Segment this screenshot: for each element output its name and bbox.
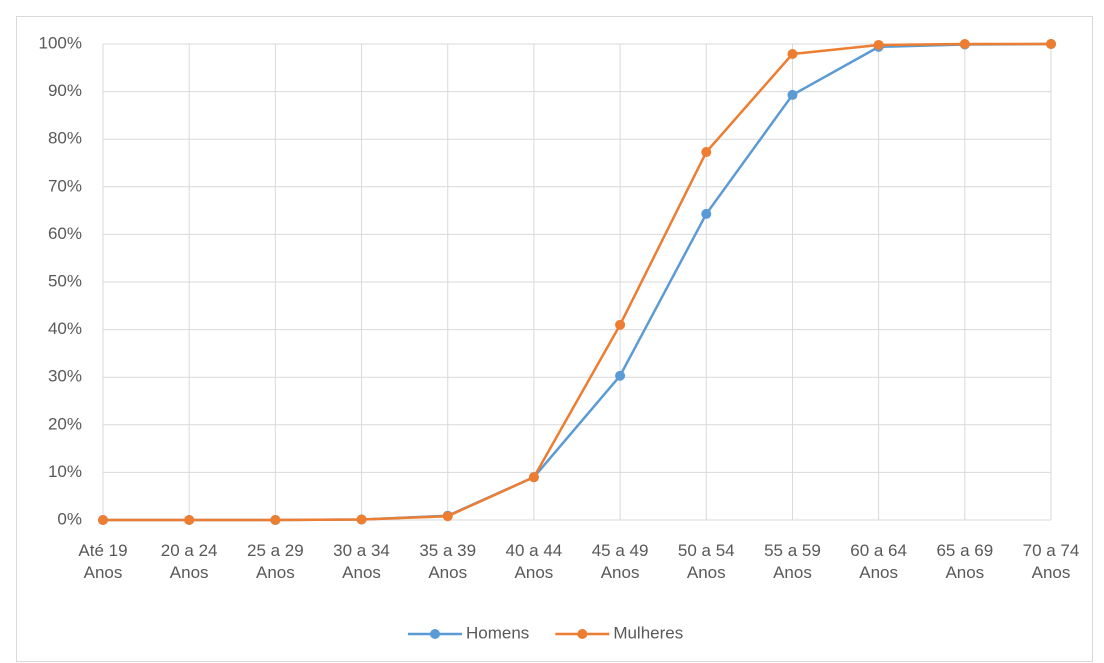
point (184, 515, 195, 525)
legend-marker (430, 629, 440, 639)
point (615, 319, 626, 330)
point (356, 514, 367, 525)
legend-marker (577, 629, 588, 639)
point (270, 515, 281, 525)
x-tick-label: 25 a 29 Anos (246, 541, 304, 582)
y-tick-label: 0% (57, 509, 82, 528)
y-tick-label: 10% (48, 462, 82, 481)
point (787, 89, 798, 100)
y-tick-label: 100% (39, 33, 82, 52)
point (787, 48, 798, 59)
point (615, 370, 626, 381)
x-tick-label: 20 a 24 Anos (160, 541, 218, 582)
y-tick-label: 60% (48, 224, 82, 243)
chart-border (16, 16, 1093, 662)
x-tick-label: 30 a 34 Anos (333, 541, 390, 582)
point (442, 511, 453, 522)
y-tick-label: 40% (48, 319, 82, 338)
x-tick-label: 35 a 39 Anos (419, 541, 477, 582)
y-tick-label: 90% (48, 81, 82, 100)
y-tick-label: 30% (48, 367, 82, 386)
x-tick-label: 60 a 64 Anos (850, 541, 907, 582)
series-line (103, 42, 1051, 522)
point (959, 39, 970, 49)
point (701, 208, 712, 219)
y-tick-label: 20% (48, 414, 82, 433)
point (701, 147, 712, 158)
x-tick-label: 65 a 69 Anos (936, 541, 994, 582)
x-tick-label: 40 a 44 Anos (505, 541, 563, 582)
legend-label: Homens (466, 623, 529, 642)
x-tick-label: 55 a 59 Anos (764, 541, 821, 582)
x-tick-label: Até 19 Anos (78, 541, 128, 582)
point (528, 472, 539, 483)
y-tick-label: 70% (48, 176, 82, 195)
point (873, 39, 884, 50)
point (98, 515, 108, 525)
x-tick-label: 70 a 74 Anos (1022, 541, 1080, 582)
x-tick-label: 50 a 54 Anos (677, 541, 735, 582)
y-tick-label: 50% (48, 271, 82, 290)
x-tick-label: 45 a 49 Anos (591, 541, 649, 582)
y-tick-label: 80% (48, 129, 82, 148)
point (1046, 39, 1056, 49)
legend-label: Mulheres (613, 623, 683, 642)
